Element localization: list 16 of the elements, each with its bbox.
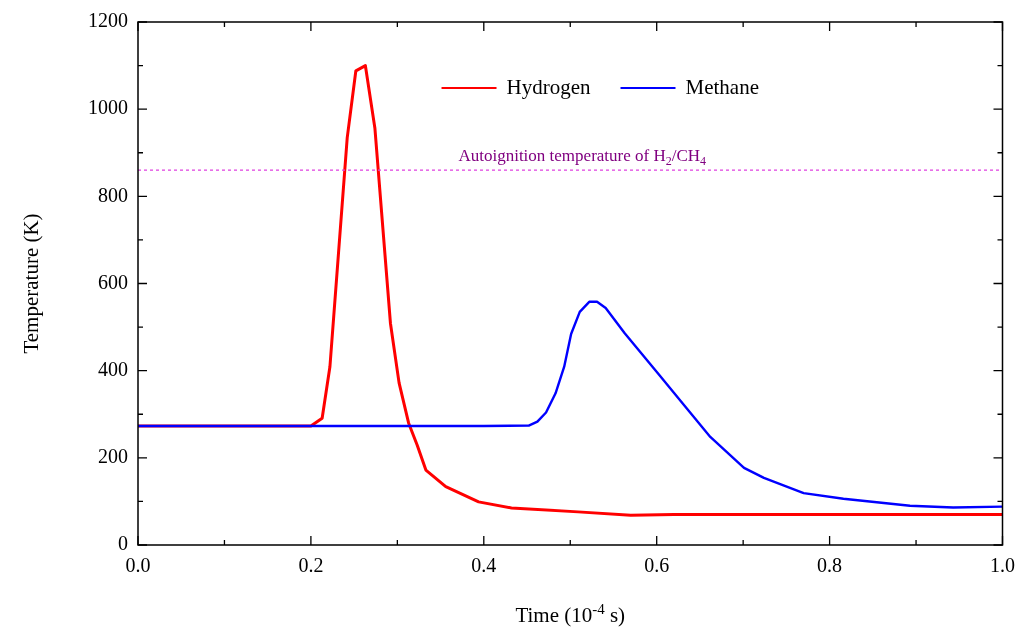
legend-label: Methane xyxy=(685,74,759,99)
legend-label: Hydrogen xyxy=(506,74,592,99)
x-tick-label: 0.4 xyxy=(471,554,497,577)
x-tick-label: 0.6 xyxy=(644,554,670,577)
y-tick-label: 1000 xyxy=(88,96,128,119)
x-tick-label: 1.0 xyxy=(990,554,1015,577)
y-tick-label: 1200 xyxy=(88,9,128,32)
x-tick-label: 0.8 xyxy=(817,554,843,577)
x-tick-label: 0.2 xyxy=(298,554,324,577)
x-tick-label: 0.0 xyxy=(125,554,151,577)
y-tick-label: 400 xyxy=(98,357,128,380)
y-tick-label: 800 xyxy=(98,183,128,206)
y-axis-title: Temperature (K) xyxy=(19,213,43,354)
y-tick-label: 0 xyxy=(118,532,128,555)
y-tick-label: 200 xyxy=(98,445,128,468)
y-tick-label: 600 xyxy=(98,270,128,293)
